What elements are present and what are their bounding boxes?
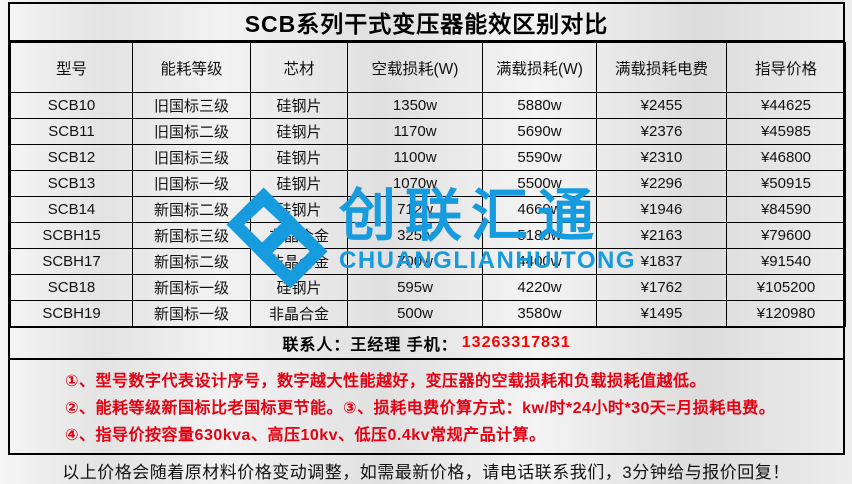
table-cell: 新国标三级 bbox=[132, 222, 251, 249]
table-cell: 硅钢片 bbox=[250, 118, 348, 145]
contact-line: 联系人：王经理 手机： 13263317831 bbox=[10, 327, 843, 358]
table-cell: 硅钢片 bbox=[250, 196, 348, 223]
table-cell: ¥2296 bbox=[596, 170, 727, 197]
table-cell: 5690w bbox=[482, 118, 597, 145]
table-cell: ¥91540 bbox=[726, 248, 846, 275]
col-header-noload-loss: 空载损耗(W) bbox=[347, 42, 483, 93]
table-cell: 非晶合金 bbox=[250, 222, 348, 249]
table-cell: SCB18 bbox=[10, 274, 133, 301]
table-cell: ¥84590 bbox=[726, 196, 846, 223]
table-cell: ¥2455 bbox=[596, 92, 727, 119]
table-header-row: 型号 能耗等级 芯材 空载损耗(W) 满载损耗(W) 满载损耗电费 指导价格 bbox=[10, 42, 846, 93]
table-cell: SCBH19 bbox=[10, 300, 133, 327]
contact-phone: 13263317831 bbox=[461, 334, 571, 351]
table-cell: ¥50915 bbox=[726, 170, 846, 197]
table-cell: 1350w bbox=[347, 92, 483, 119]
table-cell: SCB14 bbox=[10, 196, 133, 223]
table-row: SCB11 旧国标二级 硅钢片 1170w 5690w ¥2376 ¥45985 bbox=[10, 118, 846, 145]
efficiency-table: 型号 能耗等级 芯材 空载损耗(W) 满载损耗(W) 满载损耗电费 指导价格 S… bbox=[10, 42, 846, 327]
table-cell: 1170w bbox=[347, 118, 483, 145]
table-cell: 非晶合金 bbox=[250, 248, 348, 275]
table-cell: ¥2376 bbox=[596, 118, 727, 145]
table-cell: SCB11 bbox=[10, 118, 133, 145]
col-header-loss-cost: 满载损耗电费 bbox=[596, 42, 727, 93]
table-cell: 712w bbox=[347, 196, 483, 223]
col-header-core-material: 芯材 bbox=[250, 42, 348, 93]
table-cell: 旧国标三级 bbox=[132, 144, 251, 171]
table-cell: 4660w bbox=[482, 196, 597, 223]
table-cell: 新国标一级 bbox=[132, 300, 251, 327]
table-cell: ¥46800 bbox=[726, 144, 846, 171]
table-cell: ¥120980 bbox=[726, 300, 846, 327]
note-line: ①、型号数字代表设计序号，数字越大性能越好，变压器的空载损耗和负载损耗值越低。 bbox=[65, 373, 707, 390]
table-cell: ¥1837 bbox=[596, 248, 727, 275]
notes-list: ①、型号数字代表设计序号，数字越大性能越好，变压器的空载损耗和负载损耗值越低。 ②… bbox=[10, 358, 843, 451]
table-row: SCBH19 新国标一级 非晶合金 500w 3580w ¥1495 ¥120980 bbox=[10, 300, 846, 327]
table-cell: 5880w bbox=[482, 92, 597, 119]
table-row: SCB12 旧国标三级 硅钢片 1100w 5590w ¥2310 ¥46800 bbox=[10, 144, 846, 171]
table-cell: 硅钢片 bbox=[250, 92, 348, 119]
table-cell: ¥1946 bbox=[596, 196, 727, 223]
table-cell: 3580w bbox=[482, 300, 597, 327]
table-cell: 4400w bbox=[482, 248, 597, 275]
table-cell: ¥45985 bbox=[726, 118, 846, 145]
table-cell: SCBH15 bbox=[10, 222, 133, 249]
table-cell: 4220w bbox=[482, 274, 597, 301]
table-cell: 325w bbox=[347, 222, 483, 249]
table-cell: 旧国标三级 bbox=[132, 92, 251, 119]
table-cell: 硅钢片 bbox=[250, 144, 348, 171]
table-cell: 旧国标一级 bbox=[132, 170, 251, 197]
table-row: SCB13 旧国标一级 硅钢片 1070w 5500w ¥2296 ¥50915 bbox=[10, 170, 846, 197]
note-line: ②、能耗等级新国标比老国标更节能。③、损耗电费价算方式：kw/时*24小时*30… bbox=[65, 400, 776, 417]
table-cell: ¥44625 bbox=[726, 92, 846, 119]
table-row: SCB14 新国标二级 硅钢片 712w 4660w ¥1946 ¥84590 bbox=[10, 196, 846, 223]
table-cell: 新国标二级 bbox=[132, 248, 251, 275]
page-title: SCB系列干式变压器能效区别对比 bbox=[10, 4, 843, 42]
table-cell: 595w bbox=[347, 274, 483, 301]
col-header-guide-price: 指导价格 bbox=[726, 42, 846, 93]
col-header-fullload-loss: 满载损耗(W) bbox=[482, 42, 597, 93]
table-cell: 500w bbox=[347, 300, 483, 327]
table-cell: ¥1495 bbox=[596, 300, 727, 327]
table-row: SCBH15 新国标三级 非晶合金 325w 5180w ¥2163 ¥79600 bbox=[10, 222, 846, 249]
col-header-model: 型号 bbox=[10, 42, 133, 93]
table-cell: 1070w bbox=[347, 170, 483, 197]
table-row: SCBH17 新国标二级 非晶合金 700w 4400w ¥1837 ¥91540 bbox=[10, 248, 846, 275]
table-cell: 硅钢片 bbox=[250, 170, 348, 197]
table-cell: 5180w bbox=[482, 222, 597, 249]
table-cell: 旧国标二级 bbox=[132, 118, 251, 145]
note-line: ④、指导价按容量630kva、高压10kv、低压0.4kv常规产品计算。 bbox=[65, 427, 546, 444]
table-cell: 700w bbox=[347, 248, 483, 275]
table-row: SCB10 旧国标三级 硅钢片 1350w 5880w ¥2455 ¥44625 bbox=[10, 92, 846, 119]
table-cell: 非晶合金 bbox=[250, 300, 348, 327]
table-cell: SCB10 bbox=[10, 92, 133, 119]
table-cell: 5590w bbox=[482, 144, 597, 171]
table-cell: ¥1762 bbox=[596, 274, 727, 301]
table-cell: ¥105200 bbox=[726, 274, 846, 301]
table-cell: ¥79600 bbox=[726, 222, 846, 249]
footer-note: 以上价格会随着原材料价格变动调整，如需最新价格，请电话联系我们，3分钟给与报价回… bbox=[62, 463, 790, 482]
table-cell: ¥2310 bbox=[596, 144, 727, 171]
main-frame: SCB系列干式变压器能效区别对比 型号 能耗等级 芯材 空载损耗(W) 满载损耗… bbox=[8, 2, 846, 455]
table-row: SCB18 新国标一级 硅钢片 595w 4220w ¥1762 ¥105200 bbox=[10, 274, 846, 301]
table-cell: SCBH17 bbox=[10, 248, 133, 275]
table-body: SCB10 旧国标三级 硅钢片 1350w 5880w ¥2455 ¥44625 SCB11 旧… bbox=[10, 92, 846, 327]
table-cell: 5500w bbox=[482, 170, 597, 197]
table-cell: SCB13 bbox=[10, 170, 133, 197]
table-cell: 硅钢片 bbox=[250, 274, 348, 301]
table-cell: 新国标一级 bbox=[132, 274, 251, 301]
table-cell: SCB12 bbox=[10, 144, 133, 171]
col-header-energy-grade: 能耗等级 bbox=[132, 42, 251, 93]
table-cell: ¥2163 bbox=[596, 222, 727, 249]
table-cell: 新国标二级 bbox=[132, 196, 251, 223]
table-cell: 1100w bbox=[347, 144, 483, 171]
contact-label: 联系人：王经理 手机： bbox=[282, 337, 458, 354]
